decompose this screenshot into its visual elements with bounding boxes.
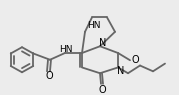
Text: HN: HN (87, 21, 101, 30)
Text: O: O (98, 85, 106, 95)
Text: N: N (117, 66, 125, 76)
Text: O: O (45, 71, 53, 81)
Text: O: O (131, 55, 139, 65)
Text: HN: HN (59, 45, 73, 54)
Text: N: N (99, 38, 107, 48)
